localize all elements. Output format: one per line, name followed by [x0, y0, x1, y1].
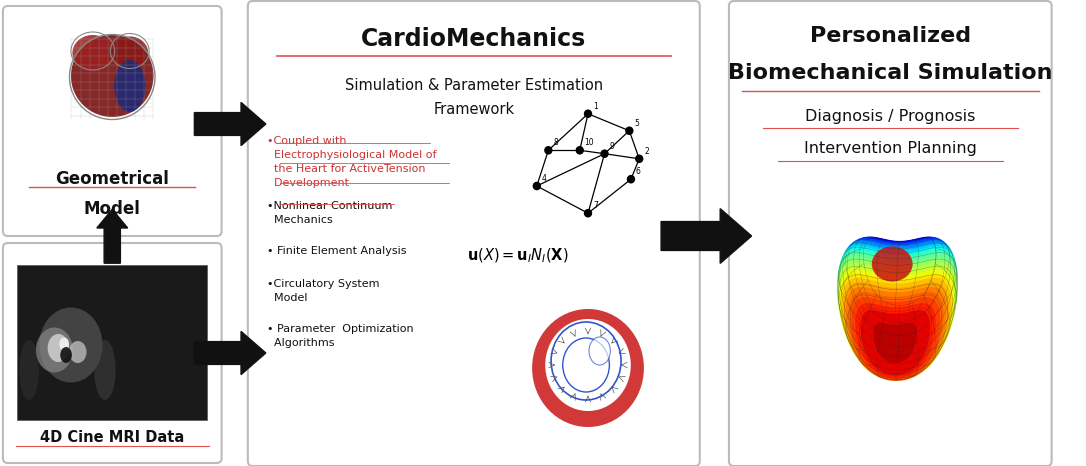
Circle shape	[626, 126, 633, 135]
Polygon shape	[838, 264, 956, 373]
Polygon shape	[194, 103, 266, 145]
FancyBboxPatch shape	[248, 1, 699, 466]
Ellipse shape	[48, 334, 70, 362]
Polygon shape	[841, 247, 957, 355]
Polygon shape	[879, 245, 921, 284]
Polygon shape	[856, 304, 935, 377]
Text: 4: 4	[542, 174, 546, 183]
FancyBboxPatch shape	[17, 265, 207, 420]
Circle shape	[627, 175, 635, 184]
Polygon shape	[837, 257, 957, 369]
Ellipse shape	[872, 247, 912, 281]
Polygon shape	[839, 249, 957, 359]
Text: Diagnosis / Prognosis: Diagnosis / Prognosis	[805, 109, 975, 123]
Text: 6: 6	[635, 167, 641, 176]
FancyBboxPatch shape	[3, 6, 222, 236]
FancyBboxPatch shape	[3, 243, 222, 463]
Text: Geometrical: Geometrical	[55, 170, 169, 188]
Text: Personalized: Personalized	[810, 26, 971, 46]
Text: CardioMechanics: CardioMechanics	[362, 27, 586, 51]
Polygon shape	[97, 209, 128, 263]
Text: Biomechanical Simulation: Biomechanical Simulation	[728, 63, 1052, 83]
Text: 4D Cine MRI Data: 4D Cine MRI Data	[40, 431, 185, 445]
Polygon shape	[839, 271, 954, 377]
Polygon shape	[838, 254, 958, 365]
Ellipse shape	[551, 322, 621, 400]
Polygon shape	[846, 288, 946, 380]
Polygon shape	[194, 331, 266, 375]
Polygon shape	[837, 260, 957, 371]
Text: $\mathbf{u}(X) = \mathbf{u}_I N_I(\mathbf{X})$: $\mathbf{u}(X) = \mathbf{u}_I N_I(\mathb…	[467, 247, 568, 265]
Ellipse shape	[532, 309, 644, 427]
Polygon shape	[842, 245, 956, 351]
Polygon shape	[841, 274, 952, 378]
Ellipse shape	[545, 319, 631, 411]
Polygon shape	[860, 237, 939, 311]
Ellipse shape	[94, 340, 115, 400]
Text: • Finite Element Analysis: • Finite Element Analysis	[267, 246, 407, 256]
Circle shape	[601, 150, 609, 158]
Text: 5: 5	[634, 119, 639, 128]
Polygon shape	[845, 241, 952, 342]
Polygon shape	[856, 237, 943, 319]
Polygon shape	[843, 279, 950, 379]
Text: 1: 1	[593, 102, 597, 111]
Circle shape	[635, 155, 643, 163]
Polygon shape	[838, 252, 957, 363]
Circle shape	[532, 182, 541, 190]
Polygon shape	[849, 293, 943, 380]
Polygon shape	[849, 239, 949, 331]
Polygon shape	[853, 298, 939, 379]
Polygon shape	[874, 323, 917, 362]
Text: 7: 7	[593, 201, 597, 210]
Polygon shape	[838, 267, 955, 375]
Ellipse shape	[70, 341, 87, 363]
Text: 9: 9	[609, 142, 615, 151]
Circle shape	[584, 209, 592, 218]
Ellipse shape	[111, 36, 148, 69]
Polygon shape	[844, 283, 948, 380]
Polygon shape	[847, 240, 951, 336]
Polygon shape	[866, 239, 934, 302]
Text: Model: Model	[84, 200, 141, 218]
Ellipse shape	[20, 340, 39, 400]
Text: • Parameter  Optimization
  Algorithms: • Parameter Optimization Algorithms	[267, 324, 414, 348]
Ellipse shape	[114, 60, 146, 112]
Ellipse shape	[589, 337, 610, 365]
Text: 10: 10	[584, 138, 594, 147]
Text: 2: 2	[644, 147, 648, 156]
Polygon shape	[853, 238, 946, 325]
Text: Framework: Framework	[433, 102, 515, 116]
Circle shape	[576, 146, 584, 155]
Text: Intervention Planning: Intervention Planning	[804, 142, 976, 157]
Text: •Coupled with
  Electrophysiological Model of
  the Heart for ActiveTension
  De: •Coupled with Electrophysiological Model…	[267, 136, 437, 188]
Ellipse shape	[60, 347, 72, 363]
Ellipse shape	[563, 338, 609, 392]
Text: •Circulatory System
  Model: •Circulatory System Model	[267, 279, 380, 303]
Ellipse shape	[73, 35, 113, 71]
Polygon shape	[661, 209, 752, 263]
Text: Simulation & Parameter Estimation: Simulation & Parameter Estimation	[344, 77, 603, 92]
Circle shape	[584, 110, 592, 118]
Circle shape	[544, 146, 553, 155]
Text: 8: 8	[553, 138, 558, 147]
Polygon shape	[843, 243, 955, 347]
Ellipse shape	[71, 35, 153, 117]
Text: •Nonlinear Continuum
  Mechanics: •Nonlinear Continuum Mechanics	[267, 201, 393, 225]
Ellipse shape	[39, 308, 102, 383]
Ellipse shape	[60, 337, 70, 350]
Polygon shape	[861, 311, 930, 374]
Ellipse shape	[36, 328, 73, 372]
FancyBboxPatch shape	[729, 1, 1051, 466]
